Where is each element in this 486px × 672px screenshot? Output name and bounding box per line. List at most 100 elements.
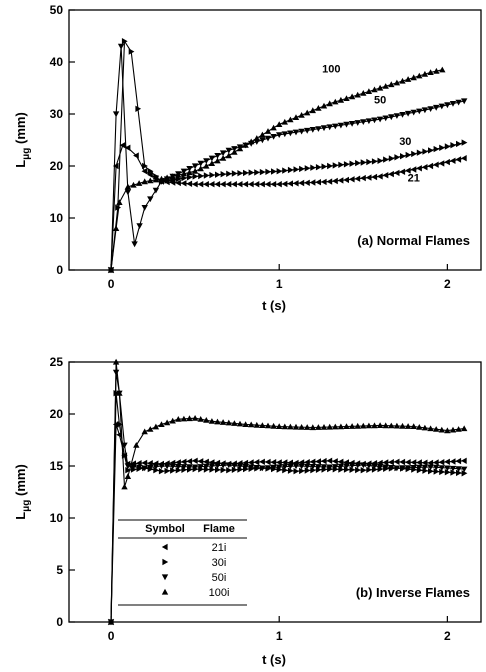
series-100-point	[365, 88, 373, 94]
series-21i-point	[404, 459, 411, 466]
series-labels-a: 100 50 30 21	[322, 63, 420, 184]
series-21-point	[287, 180, 293, 187]
series-50-point	[444, 102, 451, 109]
series-21i-point	[180, 458, 187, 465]
series-21-point	[175, 179, 181, 187]
series-50-point	[270, 134, 277, 140]
series-100i-point	[393, 422, 401, 429]
series-50-point	[203, 158, 210, 164]
series-label-21: 21	[408, 173, 420, 185]
series-30-point	[411, 150, 417, 158]
y-axis-label-b: Lμg (mm)	[13, 464, 32, 520]
series-100i-point	[421, 424, 429, 431]
y-axis-label-a-main: L	[13, 160, 28, 168]
series-100i-point	[147, 426, 154, 432]
series-30i-point	[220, 466, 227, 474]
series-100i-line	[110, 361, 465, 623]
legend-rows: 21i 30i 50i 100i	[161, 542, 229, 599]
series-30i-point	[153, 467, 160, 474]
series-30-point	[142, 162, 148, 170]
series-50i-point	[203, 463, 210, 470]
series-50-point	[147, 196, 154, 203]
x-tick-label: 2	[444, 629, 451, 643]
series-30i-point	[203, 466, 210, 473]
plot-frame-a	[68, 9, 482, 271]
series-50i-point	[152, 464, 160, 470]
series-50-point	[191, 163, 199, 170]
series-100-point	[208, 160, 216, 166]
series-30-point	[405, 151, 412, 159]
y-axis-label-a-sub: μg	[21, 148, 32, 160]
series-30i-point	[215, 466, 221, 473]
series-21i-point	[309, 458, 316, 465]
series-50-point	[421, 107, 429, 114]
series-50-point	[175, 171, 182, 177]
series-100i-point	[180, 415, 188, 422]
series-30i-point	[287, 467, 294, 474]
series-50-point	[259, 137, 266, 144]
series-100-point	[214, 157, 221, 164]
series-100-point	[332, 98, 339, 105]
series-30-point	[304, 165, 311, 172]
series-21-point	[158, 178, 164, 185]
y-tick-label: 40	[50, 55, 64, 69]
series-30-point	[293, 166, 300, 173]
series-30i-point	[164, 467, 171, 475]
series-50i-point	[455, 466, 462, 472]
series-21-point	[433, 161, 439, 168]
series-30-point	[135, 105, 142, 112]
series-100-point	[376, 84, 384, 91]
series-100i-point	[264, 422, 272, 429]
series-30-point	[450, 142, 457, 149]
series-100i-point	[320, 424, 328, 430]
series-30-point	[147, 168, 154, 175]
series-50i-point	[135, 464, 143, 471]
series-30i-point	[282, 467, 288, 474]
series-100i-point	[365, 422, 373, 429]
series-50-point	[416, 108, 423, 115]
series-50-point	[393, 113, 401, 119]
series-50i-point	[421, 464, 429, 471]
series-50-point	[326, 124, 333, 131]
series-21i-point	[444, 458, 450, 465]
series-100-point	[259, 131, 266, 138]
series-50i-point	[147, 464, 154, 471]
series-30-point	[355, 159, 361, 167]
series-50i-point	[281, 464, 288, 470]
series-100-point	[337, 96, 345, 103]
series-30-point	[315, 164, 322, 171]
series-50i-point	[315, 464, 322, 470]
plot-frame-b	[68, 361, 482, 623]
series-21i-point	[332, 458, 338, 465]
series-100i-point	[287, 423, 294, 430]
series-30	[108, 38, 468, 274]
series-50i-point	[163, 463, 171, 470]
series-50-point	[292, 129, 300, 136]
series-100i-point	[438, 426, 445, 433]
series-50i-point	[438, 465, 445, 471]
series-50i-point	[433, 464, 440, 471]
series-30i-point	[366, 466, 373, 473]
series-50i-point	[444, 465, 451, 472]
series-50-point	[124, 189, 132, 196]
series-100i	[107, 358, 468, 625]
series-21-point	[326, 178, 333, 185]
series-50-point	[197, 160, 204, 167]
series-50i-point	[343, 463, 350, 470]
series-50i-point	[410, 465, 417, 471]
series-50i-point	[175, 464, 182, 470]
series-50-point	[461, 98, 468, 105]
series-30-point	[338, 161, 345, 168]
x-tick-label: 0	[108, 277, 115, 291]
series-21i-point	[270, 459, 277, 466]
series-100-point	[433, 67, 440, 74]
series-30-point	[332, 162, 339, 169]
series-50-point	[152, 187, 160, 194]
y-tick-label: 20	[50, 159, 64, 173]
series-100i-point	[236, 420, 244, 427]
series-100i-point	[270, 422, 277, 429]
series-50-point	[309, 127, 316, 133]
series-100i-point	[360, 422, 367, 429]
